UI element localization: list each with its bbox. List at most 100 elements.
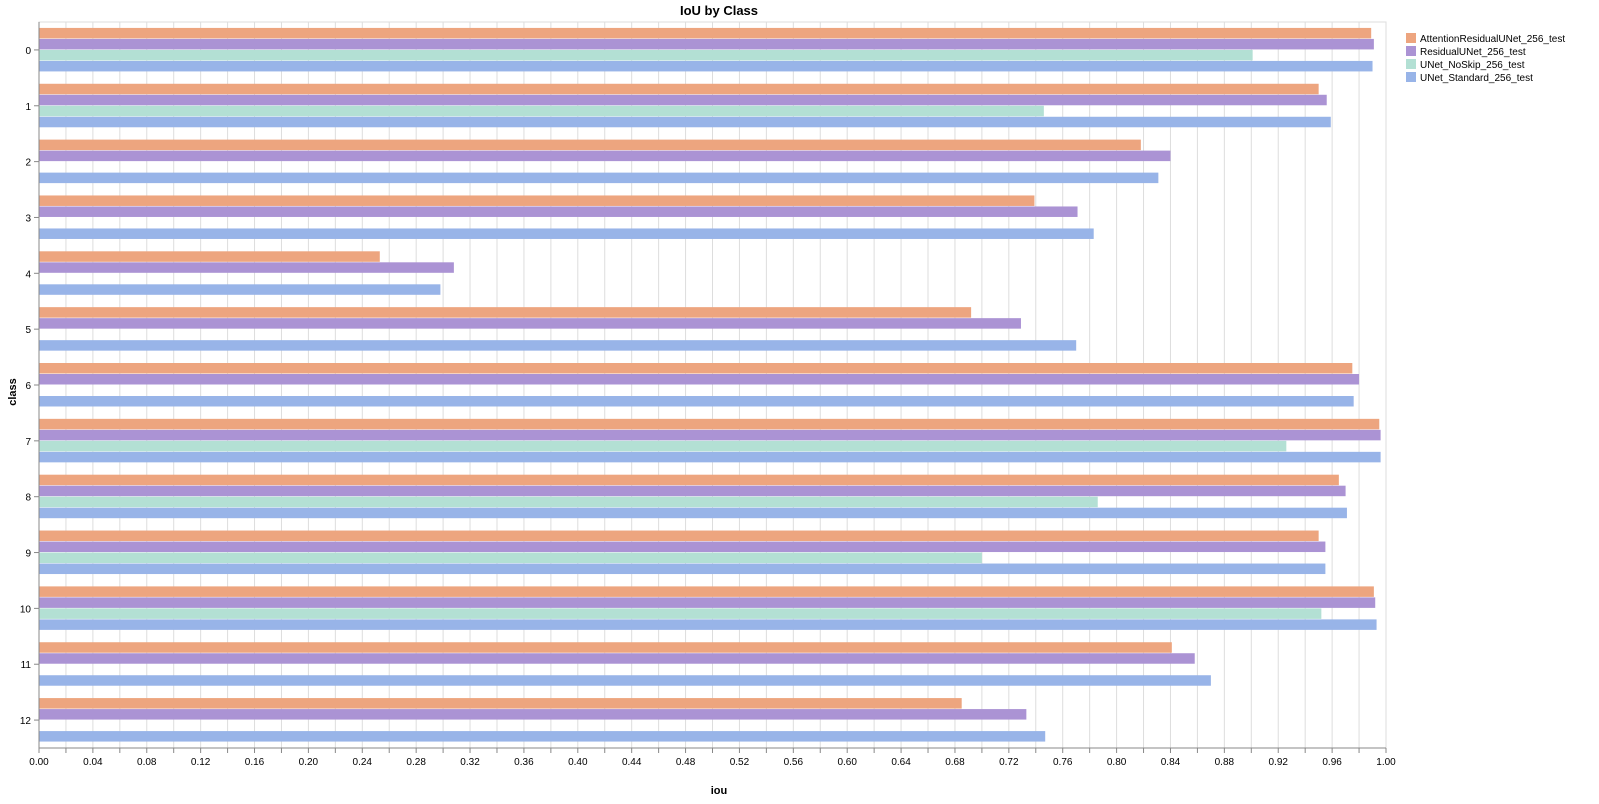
x-tick-label: 0.48	[676, 757, 696, 768]
y-tick-label: 7	[25, 437, 31, 448]
bar	[39, 642, 1172, 653]
legend-swatch	[1406, 59, 1416, 69]
bar	[39, 429, 1381, 441]
y-tick-label: 10	[20, 604, 32, 615]
bar	[39, 608, 1322, 619]
bar	[39, 451, 1381, 463]
x-tick-label: 0.32	[460, 757, 480, 768]
x-tick-label: 0.88	[1215, 757, 1235, 768]
chart-title: IoU by Class	[680, 3, 758, 18]
x-tick-label: 0.72	[999, 757, 1019, 768]
x-tick-label: 0.52	[730, 757, 750, 768]
bar	[39, 698, 962, 709]
x-tick-label: 1.00	[1376, 757, 1396, 768]
bar	[39, 228, 1094, 239]
legend-label: UNet_NoSkip_256_test	[1420, 60, 1525, 71]
bar	[39, 731, 1046, 742]
bar	[39, 440, 1287, 452]
bar	[39, 284, 441, 295]
bar	[39, 530, 1319, 542]
bar	[39, 150, 1171, 162]
legend-label: AttentionResidualUNet_256_test	[1420, 34, 1565, 45]
legend-label: ResidualUNet_256_test	[1420, 47, 1526, 58]
x-tick-label: 0.36	[514, 757, 534, 768]
bar	[39, 206, 1078, 217]
bar	[39, 363, 1353, 374]
bar	[39, 485, 1346, 497]
x-tick-label: 0.12	[191, 757, 211, 768]
x-axis-title: iou	[711, 785, 728, 797]
y-axis-title: class	[7, 378, 19, 406]
x-tick-label: 0.96	[1322, 757, 1342, 768]
x-tick-label: 0.04	[83, 757, 103, 768]
x-tick-label: 0.84	[1161, 757, 1181, 768]
y-tick-label: 1	[25, 102, 31, 113]
x-tick-label: 0.64	[891, 757, 911, 768]
x-tick-label: 0.44	[622, 757, 642, 768]
bar	[39, 83, 1319, 95]
bar	[39, 396, 1354, 407]
legend-label: UNet_Standard_256_test	[1420, 73, 1533, 84]
x-tick-label: 0.68	[945, 757, 965, 768]
bar	[39, 116, 1331, 128]
bar	[39, 552, 982, 564]
y-tick-label: 11	[21, 660, 32, 671]
x-tick-label: 0.80	[1107, 757, 1127, 768]
bar	[39, 139, 1141, 151]
x-tick-label: 0.24	[353, 757, 373, 768]
bar	[39, 474, 1339, 486]
bar	[39, 597, 1376, 608]
grid-lines	[38, 21, 1387, 749]
bar	[39, 374, 1360, 385]
bar	[39, 307, 972, 318]
y-tick-label: 3	[25, 213, 31, 224]
bar	[39, 318, 1021, 329]
x-tick-label: 0.08	[137, 757, 157, 768]
bar	[39, 172, 1159, 184]
x-tick-label: 0.92	[1269, 757, 1289, 768]
x-tick-label: 0.16	[245, 757, 265, 768]
y-tick-label: 6	[25, 381, 31, 392]
y-tick-label: 12	[20, 716, 32, 727]
bar	[39, 507, 1347, 519]
bar	[39, 195, 1035, 206]
x-tick-label: 0.00	[29, 757, 49, 768]
y-tick-label: 4	[25, 269, 31, 280]
bar	[39, 105, 1044, 117]
y-tick-label: 0	[25, 46, 31, 57]
bar	[39, 60, 1373, 72]
legend-swatch	[1406, 46, 1416, 56]
bar	[39, 27, 1372, 39]
x-tick-label: 0.76	[1053, 757, 1073, 768]
bar	[39, 541, 1326, 553]
x-tick-label: 0.28	[406, 757, 426, 768]
bar	[39, 586, 1374, 597]
x-tick-label: 0.20	[299, 757, 319, 768]
y-tick-label: 9	[25, 549, 31, 560]
bar	[39, 251, 380, 262]
legend-swatch	[1406, 33, 1416, 43]
bar	[39, 675, 1211, 686]
bar	[39, 653, 1195, 664]
y-tick-label: 2	[25, 158, 31, 169]
bar	[39, 94, 1327, 106]
bars	[39, 27, 1381, 742]
bar	[39, 563, 1326, 575]
x-tick-label: 0.40	[568, 757, 588, 768]
x-tick-label: 0.56	[784, 757, 804, 768]
legend: AttentionResidualUNet_256_test ResidualUN…	[1406, 33, 1565, 84]
x-tick-label: 0.60	[837, 757, 857, 768]
bar	[39, 340, 1077, 351]
bar	[39, 496, 1098, 508]
legend-swatch	[1406, 72, 1416, 82]
bar	[39, 38, 1374, 50]
axes: 0.00 0.04 0.08 0.12 0.16 0.20 0.24 0.28 0.32 0.36…	[20, 22, 1396, 768]
bar	[39, 619, 1377, 630]
bar	[39, 262, 454, 273]
y-tick-label: 5	[25, 325, 31, 336]
y-tick-label: 8	[25, 493, 31, 504]
bar	[39, 49, 1253, 61]
bar	[39, 709, 1027, 720]
